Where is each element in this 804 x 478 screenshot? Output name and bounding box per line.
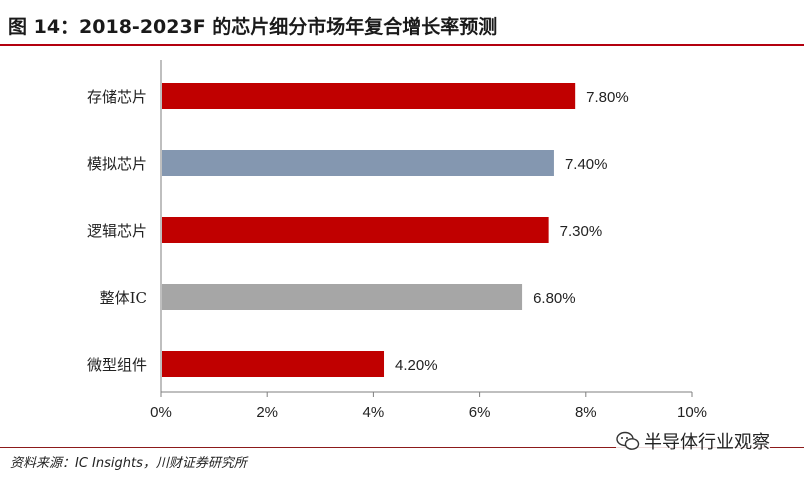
watermark: 半导体行业观察: [616, 428, 770, 454]
value-label: 7.30%: [560, 223, 603, 240]
title-divider: [0, 44, 804, 46]
header: 图 14：2018-2023F 的芯片细分市场年复合增长率预测: [0, 0, 804, 46]
category-label: 逻辑芯片: [87, 222, 147, 240]
footer-divider: [0, 447, 804, 448]
x-tick-label: 0%: [150, 404, 172, 421]
value-label: 6.80%: [533, 290, 576, 307]
value-label: 7.40%: [565, 156, 608, 173]
category-label: 模拟芯片: [87, 155, 147, 173]
value-labels: 7.80% 7.40% 7.30% 6.80% 4.20%: [395, 89, 629, 374]
bar: [162, 351, 385, 377]
value-label: 4.20%: [395, 357, 438, 374]
category-label: 存储芯片: [87, 88, 147, 106]
x-tick-label: 2%: [256, 404, 278, 421]
bar: [162, 150, 554, 176]
x-axis: 0% 2% 4% 6% 8% 10%: [150, 60, 707, 421]
value-label: 7.80%: [586, 89, 629, 106]
source-note: 资料来源：IC Insights，川财证券研究所: [10, 456, 247, 471]
wechat-icon: [616, 431, 640, 450]
chart-title: 图 14：2018-2023F 的芯片细分市场年复合增长率预测: [8, 16, 498, 38]
watermark-text: 半导体行业观察: [644, 432, 770, 453]
bar: [162, 284, 523, 310]
bar: [162, 83, 576, 109]
bars-group: [162, 83, 576, 377]
x-tick-label: 6%: [469, 404, 491, 421]
category-label: 微型组件: [87, 356, 147, 374]
x-tick-label: 10%: [677, 404, 707, 421]
category-label: 整体IC: [100, 289, 147, 307]
bar: [162, 217, 549, 243]
x-tick-label: 8%: [575, 404, 597, 421]
x-tick-label: 4%: [363, 404, 385, 421]
